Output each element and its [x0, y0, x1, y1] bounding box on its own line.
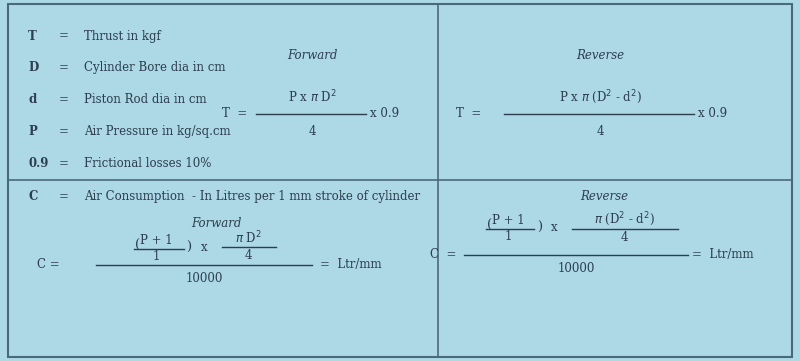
Text: =: =: [59, 190, 69, 203]
Text: $\pi$ D$^2$: $\pi$ D$^2$: [234, 230, 262, 247]
Text: Frictional losses 10%: Frictional losses 10%: [84, 157, 211, 170]
Text: 4: 4: [596, 125, 604, 138]
Text: Reverse: Reverse: [580, 190, 628, 203]
Text: T: T: [28, 30, 37, 43]
Text: Air Consumption  - In Litres per 1 mm stroke of cylinder: Air Consumption - In Litres per 1 mm str…: [84, 190, 420, 203]
Text: =: =: [59, 157, 69, 170]
Text: P x $\pi$ (D$^2$ - d$^2$): P x $\pi$ (D$^2$ - d$^2$): [558, 88, 642, 106]
Text: P x $\pi$ D$^2$: P x $\pi$ D$^2$: [288, 89, 336, 106]
Text: =: =: [59, 93, 69, 106]
Text: (: (: [487, 219, 492, 232]
Text: 1: 1: [152, 250, 160, 263]
Text: Thrust in kgf: Thrust in kgf: [84, 30, 161, 43]
Text: 1: 1: [504, 230, 512, 243]
Text: Forward: Forward: [287, 49, 337, 62]
Text: x: x: [201, 241, 207, 254]
Text: 4: 4: [620, 231, 628, 244]
Text: P + 1: P + 1: [140, 234, 172, 247]
Text: Reverse: Reverse: [576, 49, 624, 62]
Text: ): ): [538, 221, 542, 234]
Text: $\pi$ (D$^2$ - d$^2$): $\pi$ (D$^2$ - d$^2$): [594, 210, 654, 228]
Text: =: =: [59, 30, 69, 43]
Text: 0.9: 0.9: [28, 157, 48, 170]
Text: x 0.9: x 0.9: [698, 107, 727, 120]
Text: ): ): [186, 241, 191, 254]
Text: Cylinder Bore dia in cm: Cylinder Bore dia in cm: [84, 61, 226, 74]
Text: =: =: [59, 61, 69, 74]
Text: T  =: T =: [456, 107, 482, 120]
Text: 4: 4: [244, 249, 252, 262]
Text: 10000: 10000: [558, 262, 594, 275]
Text: d: d: [28, 93, 36, 106]
Text: C: C: [28, 190, 38, 203]
Text: =  Ltr/mm: = Ltr/mm: [692, 248, 754, 261]
Text: x: x: [551, 221, 558, 234]
Text: T  =: T =: [222, 107, 248, 120]
Text: P + 1: P + 1: [492, 214, 524, 227]
Text: Piston Rod dia in cm: Piston Rod dia in cm: [84, 93, 206, 106]
Text: 4: 4: [308, 125, 316, 138]
Text: =  Ltr/mm: = Ltr/mm: [320, 258, 382, 271]
Text: D: D: [28, 61, 38, 74]
Text: P: P: [28, 125, 37, 138]
Text: C  =: C =: [430, 248, 456, 261]
Text: x 0.9: x 0.9: [370, 107, 398, 120]
Text: 10000: 10000: [186, 272, 222, 285]
Text: Air Pressure in kg/sq.cm: Air Pressure in kg/sq.cm: [84, 125, 230, 138]
Text: Forward: Forward: [191, 217, 241, 230]
Text: C =: C =: [38, 258, 60, 271]
Text: (: (: [135, 239, 140, 252]
Text: =: =: [59, 125, 69, 138]
